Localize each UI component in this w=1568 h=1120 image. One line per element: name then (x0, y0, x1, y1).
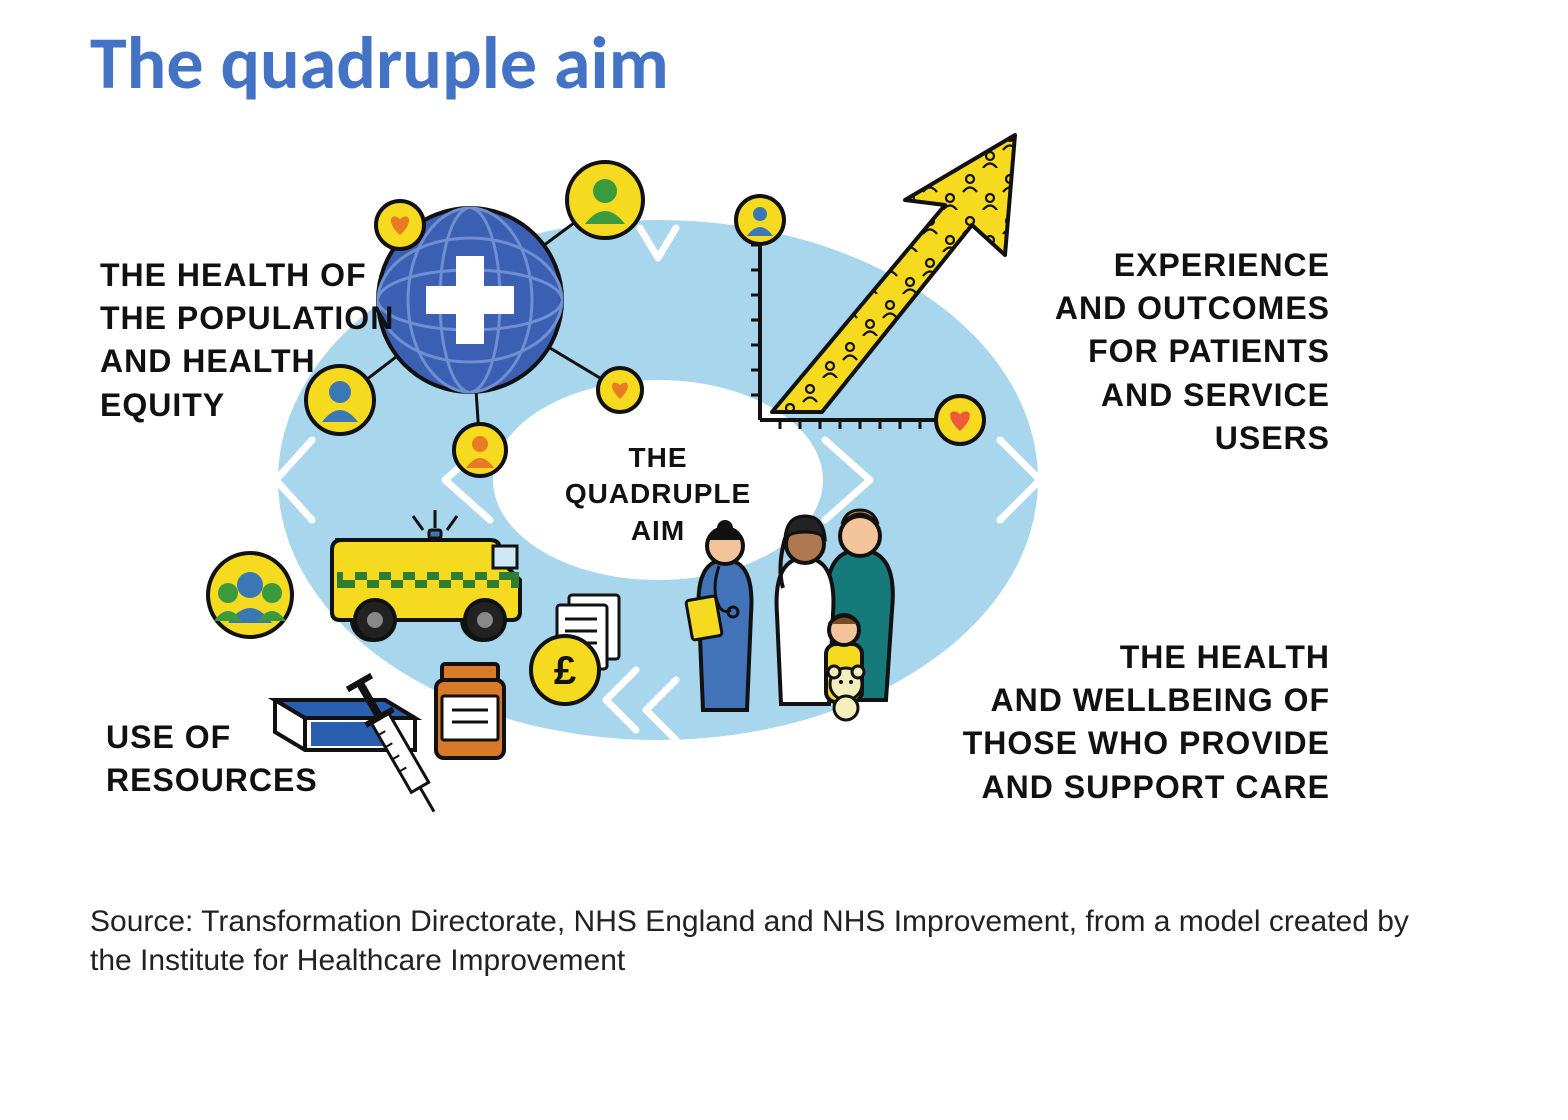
label-bottom-left: USE OFRESOURCES (106, 716, 406, 802)
source-citation: Source: Transformation Directorate, NHS … (90, 902, 1458, 980)
page: The quadruple aim (0, 0, 1568, 1120)
label-bottom-right: THE HEALTHAND WELLBEING OFTHOSE WHO PROV… (860, 636, 1330, 809)
label-top-right: EXPERIENCEAND OUTCOMESFOR PATIENTSAND SE… (990, 244, 1330, 460)
label-top-left: THE HEALTH OFTHE POPULATIONAND HEALTHEQU… (100, 254, 440, 427)
svg-text:£: £ (554, 649, 576, 693)
center-label: THE QUADRUPLE AIM (538, 440, 778, 549)
